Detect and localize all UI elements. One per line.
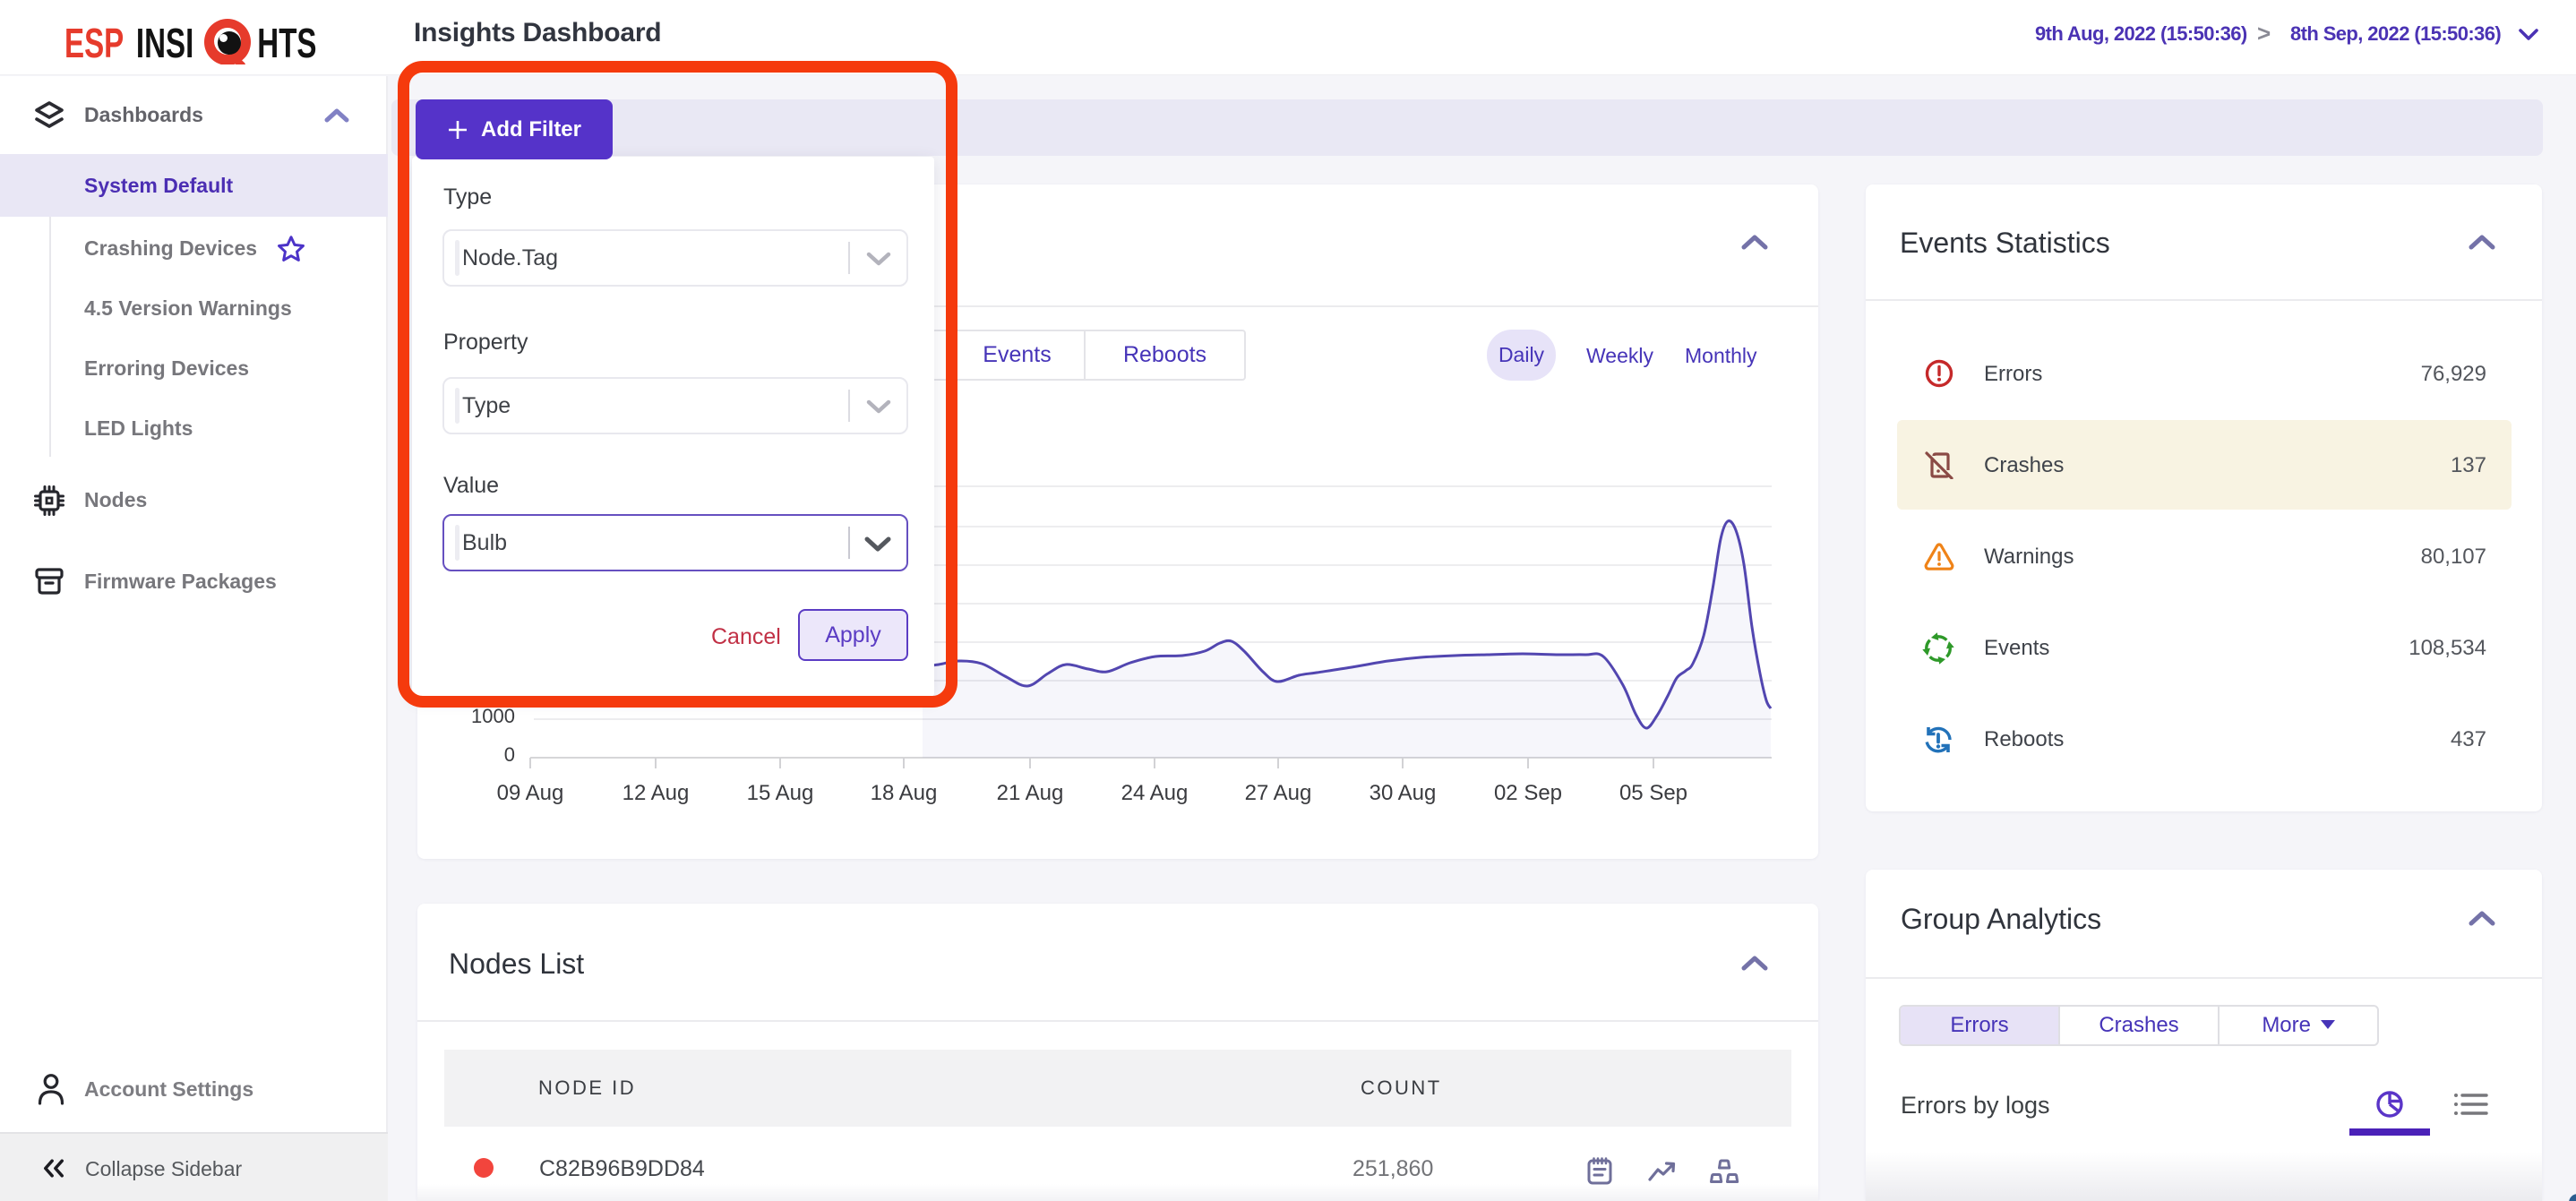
svg-text:ESP: ESP bbox=[64, 21, 124, 64]
svg-text:24 Aug: 24 Aug bbox=[1121, 781, 1189, 805]
svg-text:1000: 1000 bbox=[471, 705, 515, 727]
svg-text:21 Aug: 21 Aug bbox=[997, 781, 1064, 805]
svg-text:12 Aug: 12 Aug bbox=[623, 781, 690, 805]
svg-text:09 Aug: 09 Aug bbox=[497, 781, 564, 805]
svg-text:15 Aug: 15 Aug bbox=[747, 781, 814, 805]
svg-text:27 Aug: 27 Aug bbox=[1245, 781, 1312, 805]
svg-text:HTS: HTS bbox=[257, 21, 316, 64]
svg-text:INSI: INSI bbox=[136, 21, 193, 64]
svg-text:18 Aug: 18 Aug bbox=[871, 781, 938, 805]
svg-text:05 Sep: 05 Sep bbox=[1619, 781, 1687, 805]
svg-text:02 Sep: 02 Sep bbox=[1494, 781, 1562, 805]
svg-text:30 Aug: 30 Aug bbox=[1370, 781, 1437, 805]
svg-text:0: 0 bbox=[504, 743, 515, 766]
